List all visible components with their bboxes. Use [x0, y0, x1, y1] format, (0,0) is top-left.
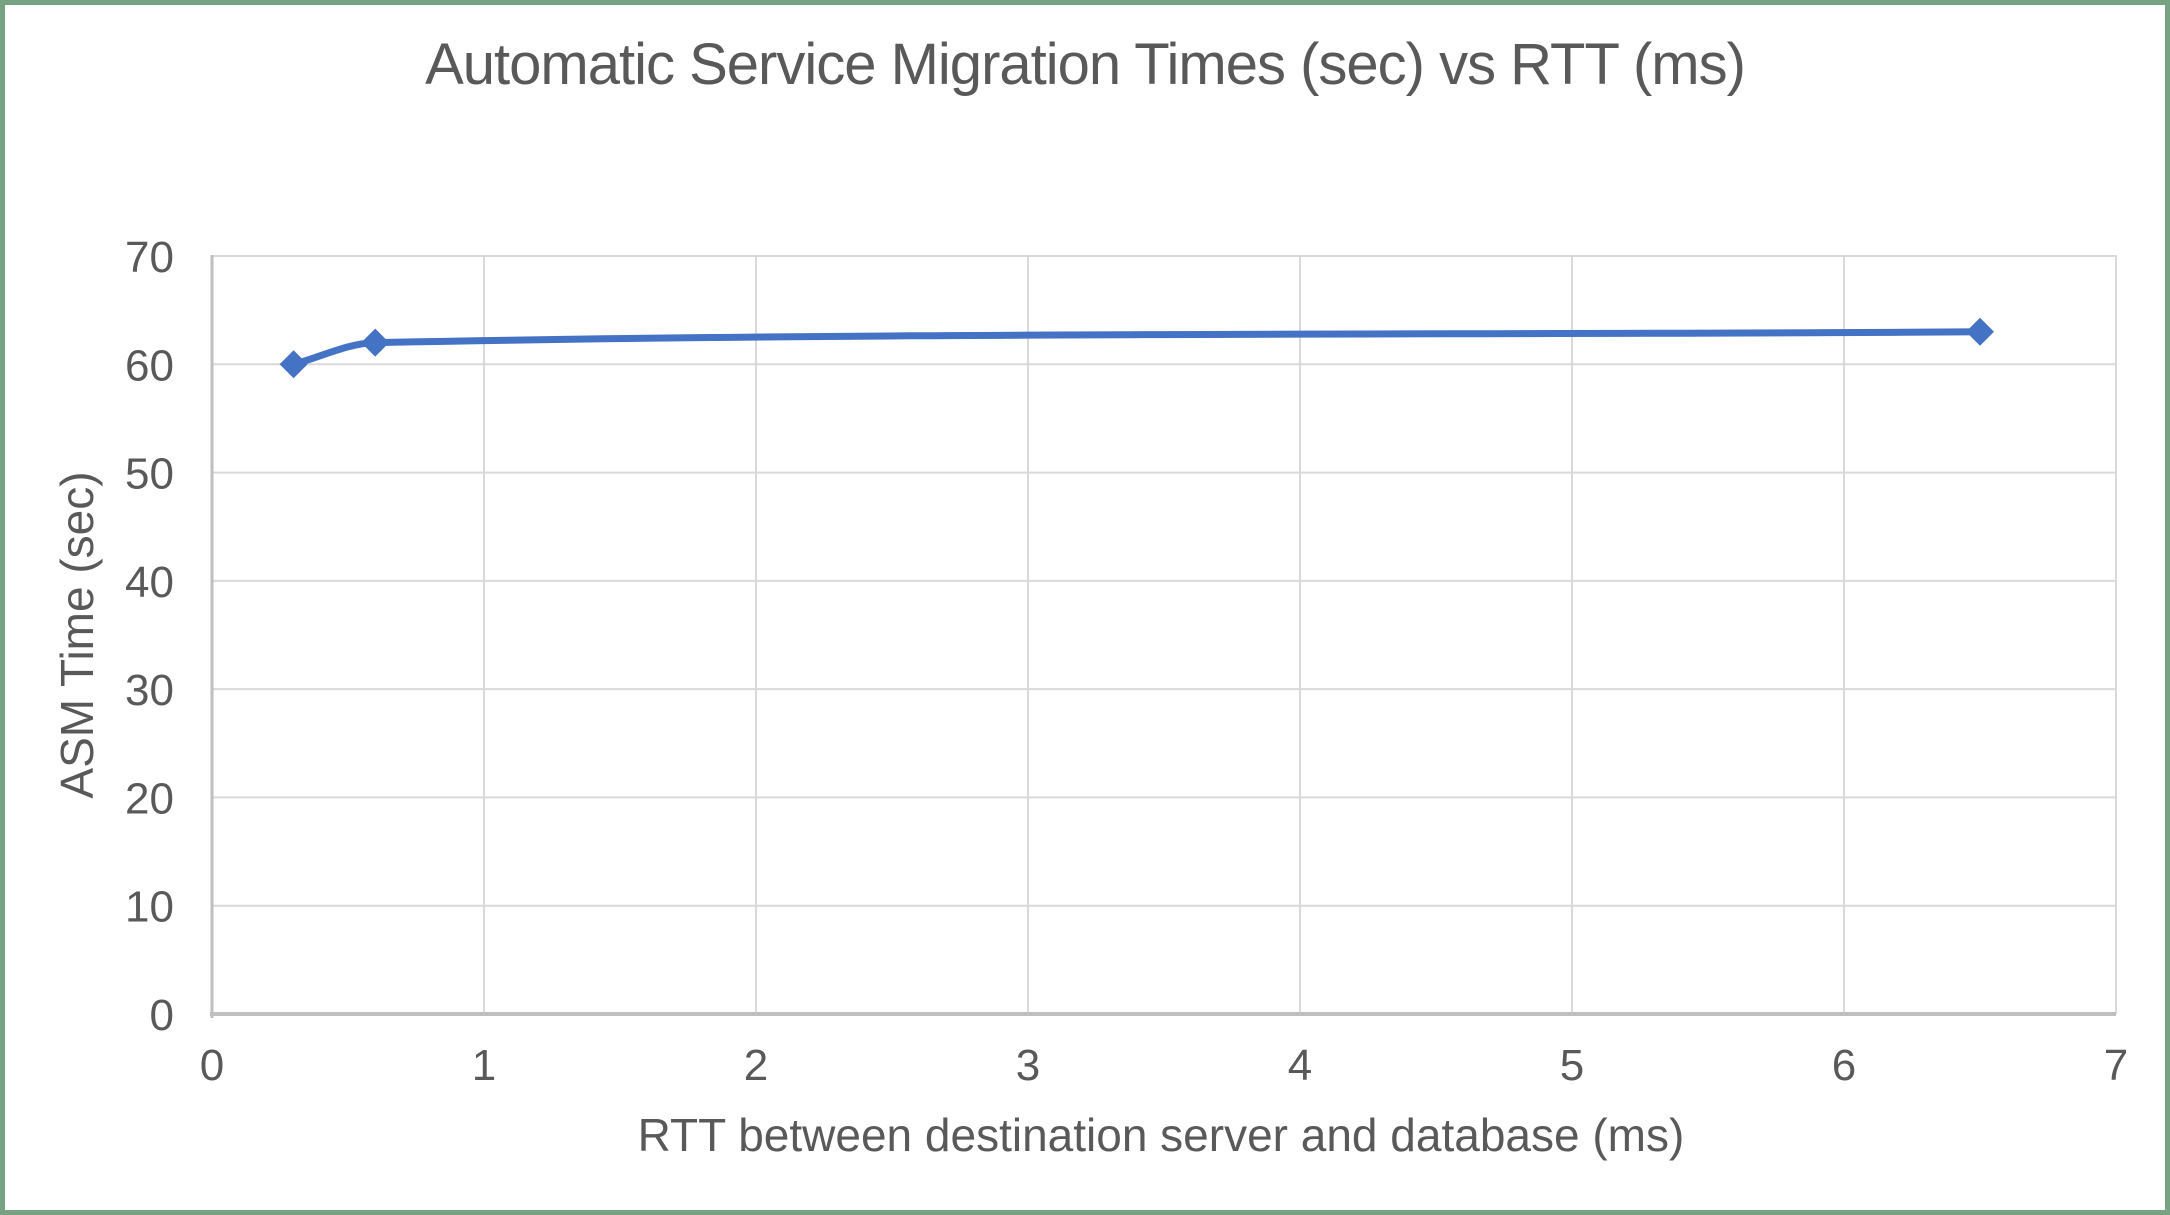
x-tick-label: 1: [472, 1041, 496, 1090]
y-tick-label: 20: [125, 774, 174, 823]
y-tick-label: 70: [125, 233, 174, 282]
x-tick-label: 4: [1288, 1041, 1312, 1090]
y-tick-label: 30: [125, 666, 174, 715]
x-tick-label: 7: [2104, 1041, 2128, 1090]
chart-title: Automatic Service Migration Times (sec) …: [425, 32, 1746, 97]
y-tick-label: 40: [125, 558, 174, 607]
x-tick-label: 5: [1560, 1041, 1584, 1090]
y-tick-label: 0: [150, 991, 174, 1040]
y-tick-label: 60: [125, 341, 174, 390]
data-point-marker: [1966, 317, 1994, 346]
y-tick-label: 50: [125, 450, 174, 499]
series-line: [290, 328, 1984, 368]
y-tick-label: 10: [125, 883, 174, 932]
x-tick-label: 2: [744, 1041, 768, 1090]
plot-area: 0 10 20 30 40 50 60 70 0 1 2 3 4 5 6 7: [125, 233, 2128, 1090]
data-point-marker: [361, 328, 390, 357]
y-axis-title: ASM Time (sec): [51, 471, 103, 799]
x-tick-label: 0: [200, 1041, 224, 1090]
data-point-marker: [279, 350, 308, 379]
x-tick-label: 3: [1016, 1041, 1040, 1090]
x-axis-title: RTT between destination server and datab…: [637, 1109, 1685, 1161]
x-tick-label: 6: [1832, 1041, 1856, 1090]
